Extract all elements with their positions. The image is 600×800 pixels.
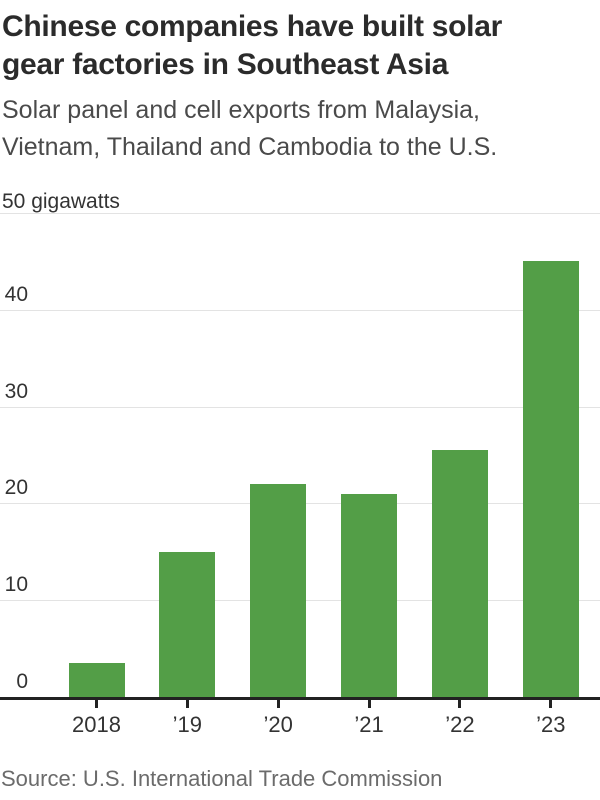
- x-tick-label-20: ’20: [263, 712, 293, 737]
- bar-2018: [68, 663, 125, 697]
- chart-subtitle: Solar panel and cell exports from Malays…: [2, 92, 598, 166]
- chart-header: Chinese companies have built solar gear …: [0, 0, 600, 166]
- x-tick-19: [185, 700, 189, 708]
- x-tick-label-19: ’19: [172, 712, 203, 737]
- bar-19: [159, 551, 216, 697]
- x-axis: 2018 ’19 ’20 ’21 ’22 ’23: [0, 700, 600, 748]
- plot-area: 0 10 20 30 40: [0, 213, 600, 700]
- x-tick-label-22: ’22: [445, 712, 475, 737]
- x-tick-label-23: ’23: [536, 712, 566, 737]
- y-tick-label-30: 30: [4, 379, 28, 403]
- bar-20: [250, 484, 307, 697]
- source-line: Source: U.S. International Trade Commiss…: [1, 766, 443, 791]
- x-tick-label-2018: 2018: [72, 712, 121, 737]
- x-tick-label-21: ’21: [354, 712, 384, 737]
- gridline-50: [0, 213, 600, 214]
- bar-23: [522, 261, 579, 697]
- chart-subtitle-line-2: Vietnam, Thailand and Cambodia to the U.…: [2, 133, 498, 161]
- bar-22: [431, 450, 488, 697]
- chart-title-line-1: Chinese companies have built solar: [2, 10, 502, 43]
- chart-title-line-2: gear factories in Southeast Asia: [2, 48, 449, 81]
- x-tick-23: [549, 700, 553, 708]
- gridline-30: [0, 406, 600, 408]
- y-tick-label-0: 0: [16, 670, 28, 693]
- gridline-40: [0, 309, 600, 311]
- x-tick-22: [458, 700, 462, 708]
- chart-subtitle-line-1: Solar panel and cell exports from Malays…: [2, 96, 481, 124]
- y-tick-label-40: 40: [4, 282, 28, 306]
- y-tick-label-20: 20: [4, 476, 28, 500]
- x-tick-2018: [95, 700, 98, 708]
- y-tick-label-10: 10: [4, 573, 28, 597]
- chart-footer: Source: U.S. International Trade Commiss…: [0, 766, 600, 792]
- x-tick-21: [367, 700, 371, 708]
- x-tick-20: [276, 700, 280, 708]
- y-axis-unit-label: 50 gigawatts: [2, 190, 120, 213]
- bar-21: [341, 493, 398, 697]
